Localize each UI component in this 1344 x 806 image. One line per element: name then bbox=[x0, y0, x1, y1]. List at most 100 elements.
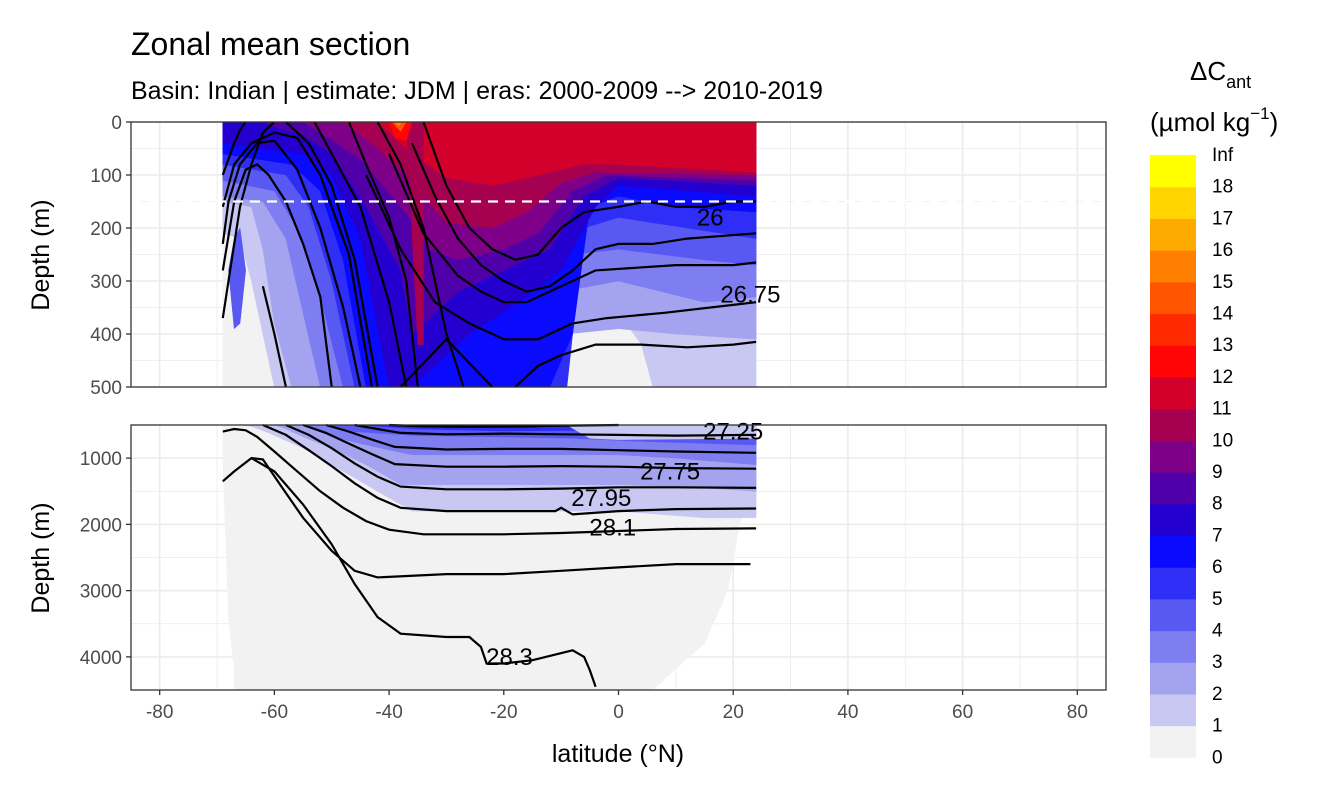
upper-panel-border bbox=[130, 121, 1107, 388]
legend-unit: (µmol kg−1) bbox=[1150, 104, 1278, 137]
x-tick-label: -40 bbox=[375, 702, 402, 723]
legend-unit-close: ) bbox=[1270, 107, 1279, 137]
x-axis-title: latitude (°N) bbox=[552, 740, 684, 768]
legend-swatches bbox=[1150, 155, 1196, 758]
contour-label: 26 bbox=[697, 204, 724, 231]
legend-swatch bbox=[1150, 693, 1196, 727]
density-isoline bbox=[347, 121, 419, 388]
density-isoline bbox=[221, 131, 373, 388]
x-tick-label: -20 bbox=[490, 702, 517, 723]
x-tick-label: 80 bbox=[1067, 702, 1088, 723]
density-isoline bbox=[302, 423, 757, 470]
y-tick-label: 500 bbox=[90, 378, 122, 399]
y-tick-label: 4000 bbox=[80, 648, 122, 669]
contour-label: 28.1 bbox=[589, 515, 636, 542]
legend-tick-label: 10 bbox=[1212, 430, 1233, 451]
legend-tick-label: 8 bbox=[1212, 494, 1223, 515]
legend-tick-label: 0 bbox=[1212, 747, 1223, 768]
legend-swatch bbox=[1150, 630, 1196, 663]
legend-swatch bbox=[1150, 440, 1196, 473]
x-tick-label: 60 bbox=[952, 702, 973, 723]
legend-swatch bbox=[1150, 662, 1196, 695]
legend-tick-label: Inf bbox=[1212, 145, 1234, 166]
x-tick-label: 20 bbox=[723, 702, 744, 723]
legend-title: ΔCant bbox=[1190, 56, 1251, 92]
legend-tick-label: 14 bbox=[1212, 304, 1234, 325]
legend-swatch bbox=[1150, 155, 1196, 188]
upper-panel-y-ticks: 0 100 200 300 400 500 bbox=[90, 113, 131, 399]
chart-title: Zonal mean section bbox=[131, 26, 410, 62]
legend-tick-label: 3 bbox=[1212, 652, 1223, 673]
legend-swatch bbox=[1150, 376, 1196, 410]
chart-subtitle: Basin: Indian | estimate: JDM | eras: 20… bbox=[131, 77, 823, 105]
legend-swatch bbox=[1150, 567, 1196, 600]
density-isoline bbox=[222, 427, 757, 536]
density-isoline bbox=[221, 121, 276, 319]
legend-tick-label: 9 bbox=[1212, 462, 1223, 483]
y-tick-label: 400 bbox=[90, 325, 122, 346]
lower-y-axis-title: Depth (m) bbox=[27, 502, 55, 613]
legend-tick-label: 1 bbox=[1212, 716, 1223, 737]
density-isoline bbox=[365, 174, 757, 341]
legend-tick-label: 12 bbox=[1212, 367, 1233, 388]
legend-tick-label: 5 bbox=[1212, 589, 1223, 610]
density-isoline bbox=[325, 423, 757, 454]
legend-swatch bbox=[1150, 313, 1196, 346]
y-tick-label: 1000 bbox=[80, 449, 122, 470]
density-isoline bbox=[262, 423, 757, 516]
density-isoline bbox=[285, 121, 379, 388]
density-isoline bbox=[285, 423, 757, 491]
x-tick-label: -60 bbox=[261, 702, 288, 723]
contour-label: 27.25 bbox=[703, 419, 763, 446]
legend-unit-main: (µmol kg bbox=[1150, 107, 1250, 137]
legend-tick-label: 2 bbox=[1212, 684, 1223, 705]
density-isoline bbox=[514, 340, 757, 388]
density-isoline bbox=[250, 457, 597, 688]
density-isoline bbox=[261, 286, 287, 388]
legend-tick-label: 6 bbox=[1212, 557, 1223, 578]
y-tick-label: 200 bbox=[90, 219, 122, 240]
density-isoline bbox=[354, 423, 757, 437]
legend-swatch bbox=[1150, 186, 1196, 219]
legend-tick-label: 13 bbox=[1212, 335, 1233, 356]
legend-swatch bbox=[1150, 408, 1196, 441]
contour-label: 28.3 bbox=[486, 644, 533, 671]
upper-panel-filled-contours bbox=[222, 121, 757, 388]
y-tick-label: 0 bbox=[111, 113, 122, 134]
x-tick-label: -80 bbox=[146, 702, 173, 723]
contour-label: 27.75 bbox=[640, 458, 700, 485]
density-isoline bbox=[313, 121, 408, 388]
filled-contour-region bbox=[376, 121, 757, 186]
density-isoline bbox=[422, 121, 757, 261]
y-tick-label: 3000 bbox=[80, 582, 122, 603]
legend-swatch bbox=[1150, 725, 1196, 758]
legend-tick-label: 4 bbox=[1212, 621, 1223, 642]
legend-swatch bbox=[1150, 218, 1196, 251]
y-tick-label: 300 bbox=[90, 272, 122, 293]
density-isoline bbox=[388, 153, 757, 304]
legend-tick-label: 16 bbox=[1212, 240, 1233, 261]
upper-panel-density-isolines bbox=[221, 121, 757, 388]
density-isoline bbox=[399, 337, 494, 388]
density-isoline bbox=[410, 142, 757, 293]
x-tick-label: 40 bbox=[837, 702, 858, 723]
legend-tick-label: 17 bbox=[1212, 208, 1233, 229]
legend-tick-label: 15 bbox=[1212, 272, 1233, 293]
density-isoline bbox=[222, 456, 751, 579]
y-tick-label: 100 bbox=[90, 166, 122, 187]
upper-y-axis-title: Depth (m) bbox=[27, 199, 55, 310]
contour-label: 26.75 bbox=[720, 281, 780, 308]
density-isoline bbox=[221, 163, 333, 388]
legend-swatch bbox=[1150, 345, 1196, 378]
upper-panel: 26 26.75 0 100 200 300 400 500 Depth (m) bbox=[27, 113, 1107, 399]
lower-panel-density-isolines bbox=[222, 423, 757, 688]
legend-tick-label: 7 bbox=[1212, 525, 1223, 546]
lower-panel-y-ticks: 1000 2000 3000 4000 bbox=[80, 449, 131, 669]
legend-unit-superscript: −1 bbox=[1250, 104, 1269, 123]
legend-swatch bbox=[1150, 472, 1196, 505]
legend-tick-label: 18 bbox=[1212, 177, 1233, 198]
legend-swatch bbox=[1150, 281, 1196, 315]
